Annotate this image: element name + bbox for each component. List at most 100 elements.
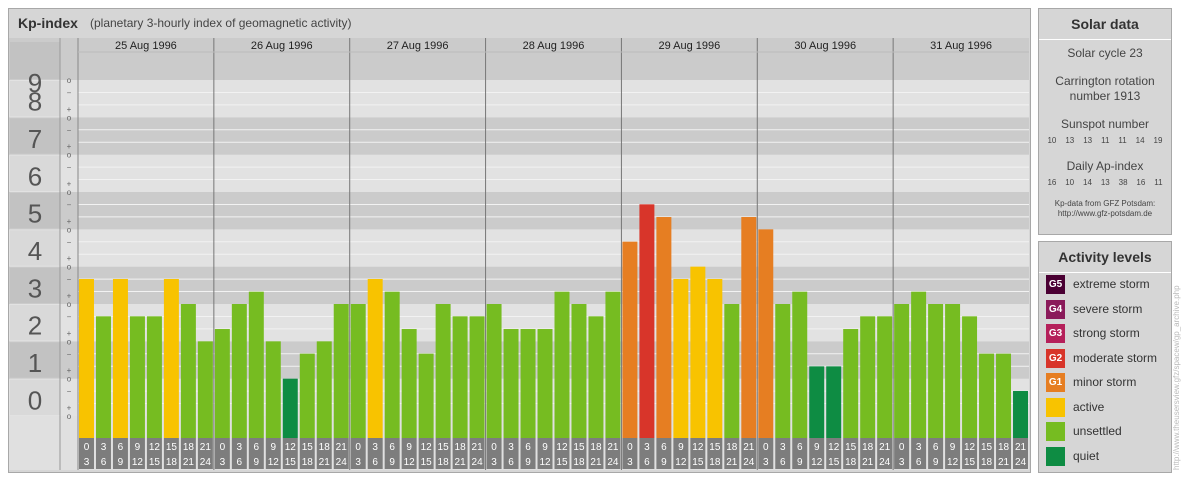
interval-start-label: 18 [862,442,874,453]
kp-bar [673,278,689,438]
kp-bar [554,291,570,438]
interval-start-label: 15 [573,442,585,453]
interval-start-label: 15 [845,442,857,453]
chart-title: Kp-index [18,15,78,31]
kp-bar [996,353,1012,438]
interval-end-label: 21 [590,457,602,468]
kp-bar [384,291,400,438]
ap-values: 16 10 14 13 38 16 11 [1039,178,1171,187]
kp-bar [79,278,94,438]
interval-start-label: 18 [319,442,331,453]
kp-bar [299,353,315,438]
level-band [9,266,1029,304]
kp-bar [95,316,111,438]
interval-cell [435,438,451,469]
level-band [9,38,1029,80]
day-label: 28 Aug 1996 [523,40,585,52]
interval-end-label: 18 [981,457,993,468]
minor-tick-label: o [67,225,72,234]
kp-bar [435,304,451,438]
interval-end-label: 24 [200,457,212,468]
ap-value: 14 [1083,178,1092,187]
y-tick-label: 5 [28,199,42,229]
kp-bar [775,304,791,438]
interval-end-label: 15 [421,457,433,468]
interval-cell [605,438,621,469]
interval-cell [231,438,247,469]
interval-start-label: 6 [525,442,531,453]
interval-end-label: 18 [845,457,857,468]
sunspot-value: 13 [1065,136,1075,145]
data-source-line1: Kp-data from GFZ Potsdam: [1054,199,1156,208]
interval-start-label: 12 [285,442,297,453]
interval-end-label: 12 [268,457,280,468]
minor-tick-label: + [67,254,72,263]
interval-end-label: 15 [556,457,568,468]
interval-end-label: 9 [254,457,260,468]
interval-end-label: 24 [472,457,484,468]
kp-bar [180,304,196,438]
legend-swatch: G4 [1046,299,1065,319]
interval-end-label: 18 [302,457,314,468]
interval-end-label: 12 [947,457,959,468]
interval-cell [758,438,774,469]
kp-bar [843,329,859,438]
kp-bar [877,316,893,438]
interval-start-label: 0 [627,442,633,453]
day-label: 31 Aug 1996 [930,40,992,52]
legend-swatch: G1 [1046,373,1065,392]
legend-label: moderate storm [1073,350,1158,365]
interval-cell [588,438,604,469]
y-tick-label: 8 [28,87,42,117]
interval-cell [367,438,383,469]
kp-bar [1013,390,1028,438]
interval-cell [622,438,638,469]
interval-cell [520,438,536,469]
interval-start-label: 9 [678,442,684,453]
ap-value: 10 [1065,178,1075,187]
y-tick-label: 4 [28,236,42,266]
interval-start-label: 6 [389,442,395,453]
y-tick-cell [10,118,60,154]
interval-end-label: 3 [220,457,226,468]
ap-value: 13 [1100,178,1110,187]
level-band [9,154,1029,192]
interval-end-label: 21 [183,457,195,468]
interval-cell [928,438,944,469]
sunspot-value: 14 [1135,136,1145,145]
kp-bar [945,304,961,438]
kp-bar [231,304,247,438]
interval-start-label: 18 [183,442,195,453]
minor-tick-label: + [67,366,72,375]
legend-label: unsettled [1073,424,1122,438]
interval-start-label: 12 [556,442,568,453]
kp-bar [571,304,587,438]
minor-tick-label: + [67,404,72,413]
interval-start-label: 15 [166,442,178,453]
kp-bar [605,291,621,438]
kp-bar [639,204,655,438]
kp-bar [486,304,502,438]
kp-bar [707,278,723,438]
interval-end-label: 15 [964,457,976,468]
kp-bar [503,329,519,438]
kp-bar [537,329,553,438]
kp-bar [860,316,876,438]
interval-cell [95,438,111,469]
interval-cell [996,438,1012,469]
kp-bar [809,366,825,438]
interval-end-label: 9 [389,457,395,468]
minor-tick-label: o [67,300,72,309]
minor-tick-label: + [67,105,72,114]
interval-cell [775,438,791,469]
minor-tick-label: o [67,337,72,346]
kp-bar [112,278,128,438]
interval-end-label: 3 [627,457,633,468]
minor-tick-label: o [67,263,72,272]
kp-bar [316,341,332,438]
interval-cell [843,438,859,469]
interval-cell [333,438,349,469]
interval-end-label: 24 [336,457,348,468]
minor-tick-label: o [67,151,72,160]
y-tick-cell [10,267,60,303]
